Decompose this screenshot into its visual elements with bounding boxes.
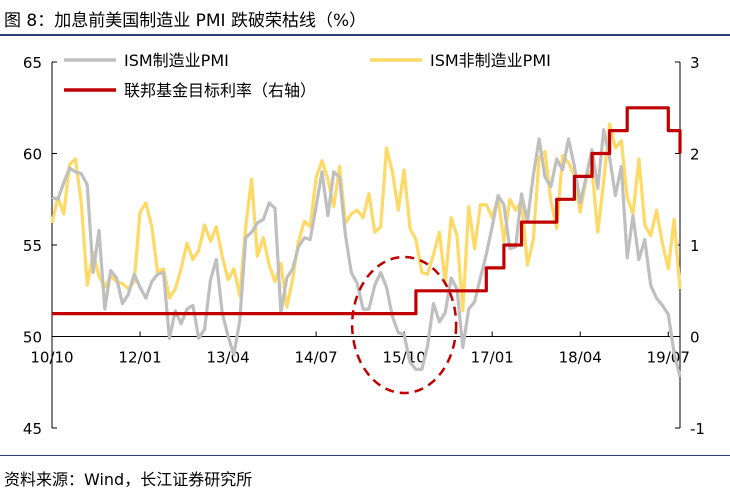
series-layer [50, 106, 682, 378]
y-left-tick-label: 50 [23, 329, 42, 347]
y-left-tick-label: 65 [23, 54, 42, 72]
chart-title: 图 8：加息前美国制造业 PMI 跌破荣枯线（%） [4, 11, 367, 31]
x-tick-label: 18/04 [559, 349, 602, 367]
ism-nonmanufacturing-line [50, 122, 682, 313]
x-tick-label: 19/07 [647, 349, 690, 367]
source-note: 资料来源：Wind，长江证券研究所 [4, 470, 253, 489]
y-right-tick-label: -1 [690, 420, 705, 438]
x-tick-label: 14/07 [294, 349, 337, 367]
x-tick-label: 15/10 [383, 349, 426, 367]
y-left-tick-label: 60 [23, 146, 42, 164]
x-tick-label: 10/10 [30, 349, 73, 367]
annotation-ellipse [350, 255, 458, 395]
fed-funds-rate-line [52, 106, 682, 316]
x-tick-label: 17/01 [471, 349, 514, 367]
x-tick-label: 13/04 [206, 349, 249, 367]
y-right-tick-label: 2 [690, 146, 700, 164]
annotation-layer [350, 255, 458, 395]
legend-ism-manufacturing-label: ISM制造业PMI [124, 51, 229, 70]
legend: ISM制造业PMI ISM非制造业PMI 联邦基金目标利率（右轴） [58, 40, 618, 106]
y-right-tick-label: 3 [690, 54, 700, 72]
legend-background [58, 40, 618, 106]
y-right-tick-label: 0 [690, 329, 700, 347]
chart: 45 50 55 60 65 -1 0 1 2 3 10/10 12/01 13/04 14/07 15/1… [22, 40, 705, 438]
title-rule [0, 34, 730, 36]
source-rule [0, 455, 730, 456]
legend-ism-nonmanufacturing-label: ISM非制造业PMI [430, 51, 551, 70]
ism-manufacturing-line [51, 128, 682, 378]
y-right-tick-label: 1 [690, 237, 700, 255]
axes: 45 50 55 60 65 -1 0 1 2 3 10/10 12/01 13/04 14/07 15/1… [23, 54, 705, 438]
y-left-tick-label: 55 [23, 237, 42, 255]
y-left-tick-label: 45 [23, 420, 42, 438]
legend-fed-funds-rate-label: 联邦基金目标利率（右轴） [124, 81, 316, 100]
x-tick-label: 12/01 [118, 349, 161, 367]
